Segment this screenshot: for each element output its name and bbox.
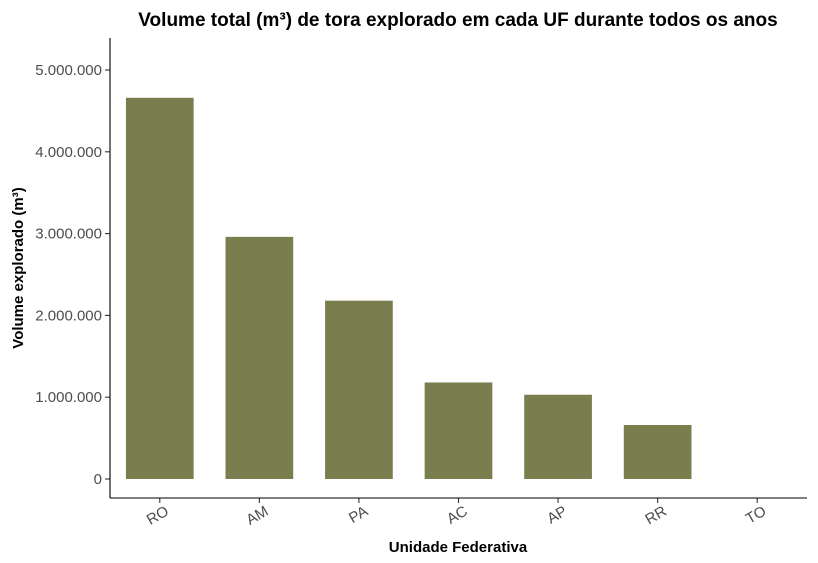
x-tick-label-to: TO (743, 503, 769, 528)
x-tick-label-pa: PA (346, 503, 371, 527)
bars-group (125, 97, 692, 479)
y-tick-label: 5.000.000 (35, 62, 102, 79)
x-tick-label-ro: RO (144, 503, 172, 529)
y-tick-label: 2.000.000 (35, 307, 102, 324)
chart-title: Volume total (m³) de tora explorado em c… (138, 10, 777, 31)
y-tick-label: 1.000.000 (35, 389, 102, 406)
y-axis-title: Volume explorado (m³) (10, 187, 27, 348)
bar-pa (325, 300, 393, 479)
y-axis-ticks: 0 1.000.000 2.000.000 3.000.000 4.000.000 5.0… (35, 62, 110, 488)
bar-am (225, 236, 294, 479)
y-tick-label: 3.000.000 (35, 226, 102, 243)
x-tick-label-ap: AP (544, 503, 570, 528)
bar-ap (524, 394, 592, 479)
y-tick-label: 4.000.000 (35, 144, 102, 161)
bar-rr (623, 425, 692, 479)
x-tick-label-rr: RR (642, 503, 669, 529)
y-tick-label: 0 (94, 471, 102, 488)
x-tick-label-am: AM (243, 503, 271, 529)
x-tick-label-ac: AC (444, 503, 471, 528)
bar-ac (424, 382, 493, 479)
bar-ro (125, 97, 194, 479)
x-axis-ticks: RO AM PA AC AP RR TO (144, 498, 769, 529)
x-axis-title: Unidade Federativa (389, 539, 528, 556)
